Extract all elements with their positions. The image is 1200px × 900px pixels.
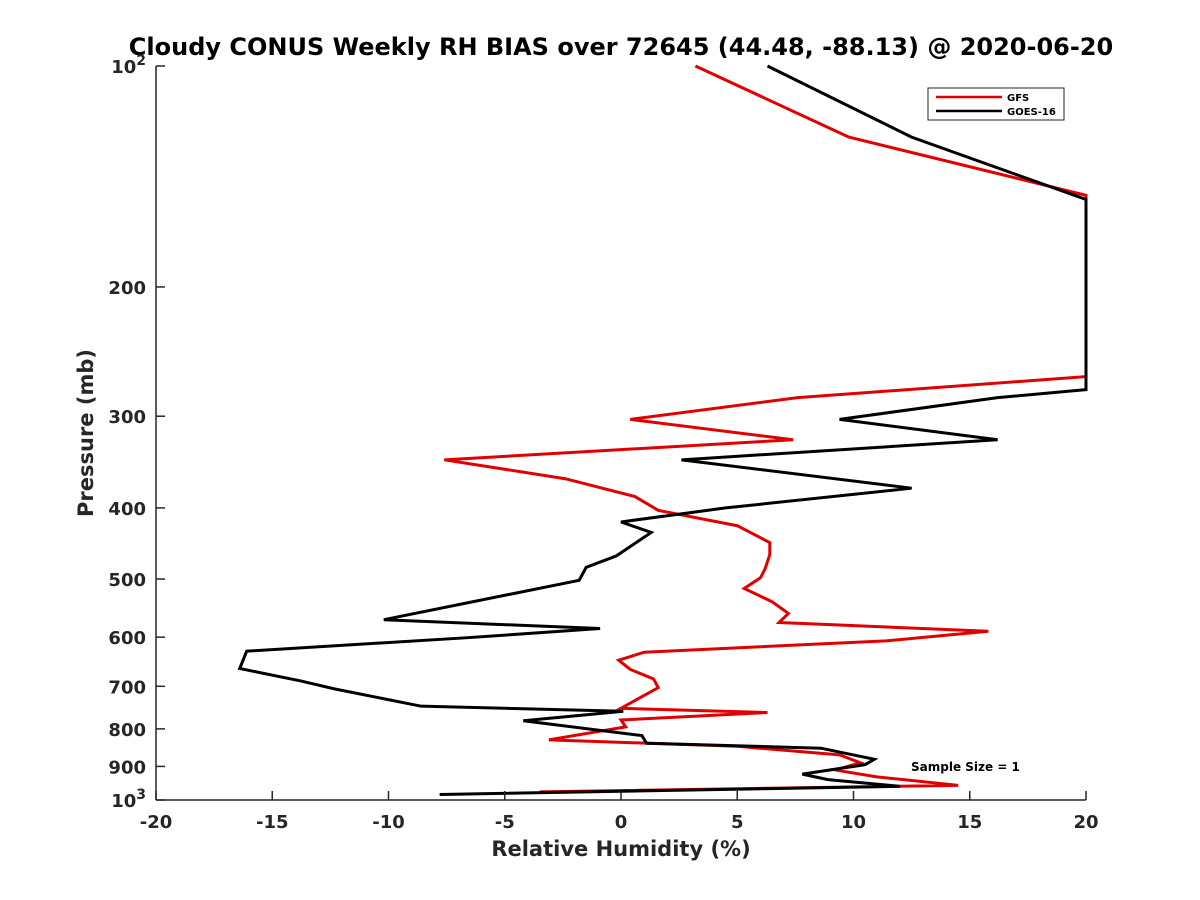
legend-label-goes-16: GOES-16 [1007,107,1056,118]
y-tick-label: 800 [108,720,146,741]
x-tick-label: -5 [495,812,515,833]
x-tick-label: -10 [372,812,405,833]
series-line-goes-16 [237,64,1088,797]
legend-label-gfs: GFS [1007,93,1029,104]
x-ticks: -20 -15 -10 -5 0 5 10 15 20 [140,791,1099,833]
y-tick-label: 700 [108,677,146,698]
y-tick-label: 103 [111,787,146,812]
y-axis-label: Pressure (mb) [74,349,98,517]
plot-area: -20 -15 -10 -5 0 5 10 15 20 102 200 300 400 500 600 70… [108,53,1098,833]
x-tick-label: -20 [140,812,173,833]
sample-size-annotation: Sample Size = 1 [911,760,1020,774]
x-tick-label: 10 [841,812,866,833]
x-tick-label: 0 [615,812,628,833]
plot-background [156,66,1086,800]
series-line-gfs [444,64,1088,794]
chart-title: Cloudy CONUS Weekly RH BIAS over 72645 (… [129,33,1113,61]
x-tick-label: -15 [256,812,289,833]
legend-box [927,87,1065,121]
y-tick-label: 102 [111,53,146,78]
series-layer [237,64,1088,797]
y-ticks: 102 200 300 400 500 600 700 800 900 103 [108,53,165,812]
y-tick-label: 600 [108,628,146,649]
y-tick-label: 200 [108,278,146,299]
x-axis-label: Relative Humidity (%) [491,837,750,861]
x-tick-label: 5 [731,812,744,833]
y-tick-label: 900 [108,757,146,778]
x-tick-label: 15 [957,812,982,833]
y-tick-label: 400 [108,499,146,520]
x-tick-label: 20 [1073,812,1098,833]
y-tick-label: 300 [108,407,146,428]
y-tick-label: 500 [108,570,146,591]
legend: GFS GOES-16 [927,87,1065,121]
